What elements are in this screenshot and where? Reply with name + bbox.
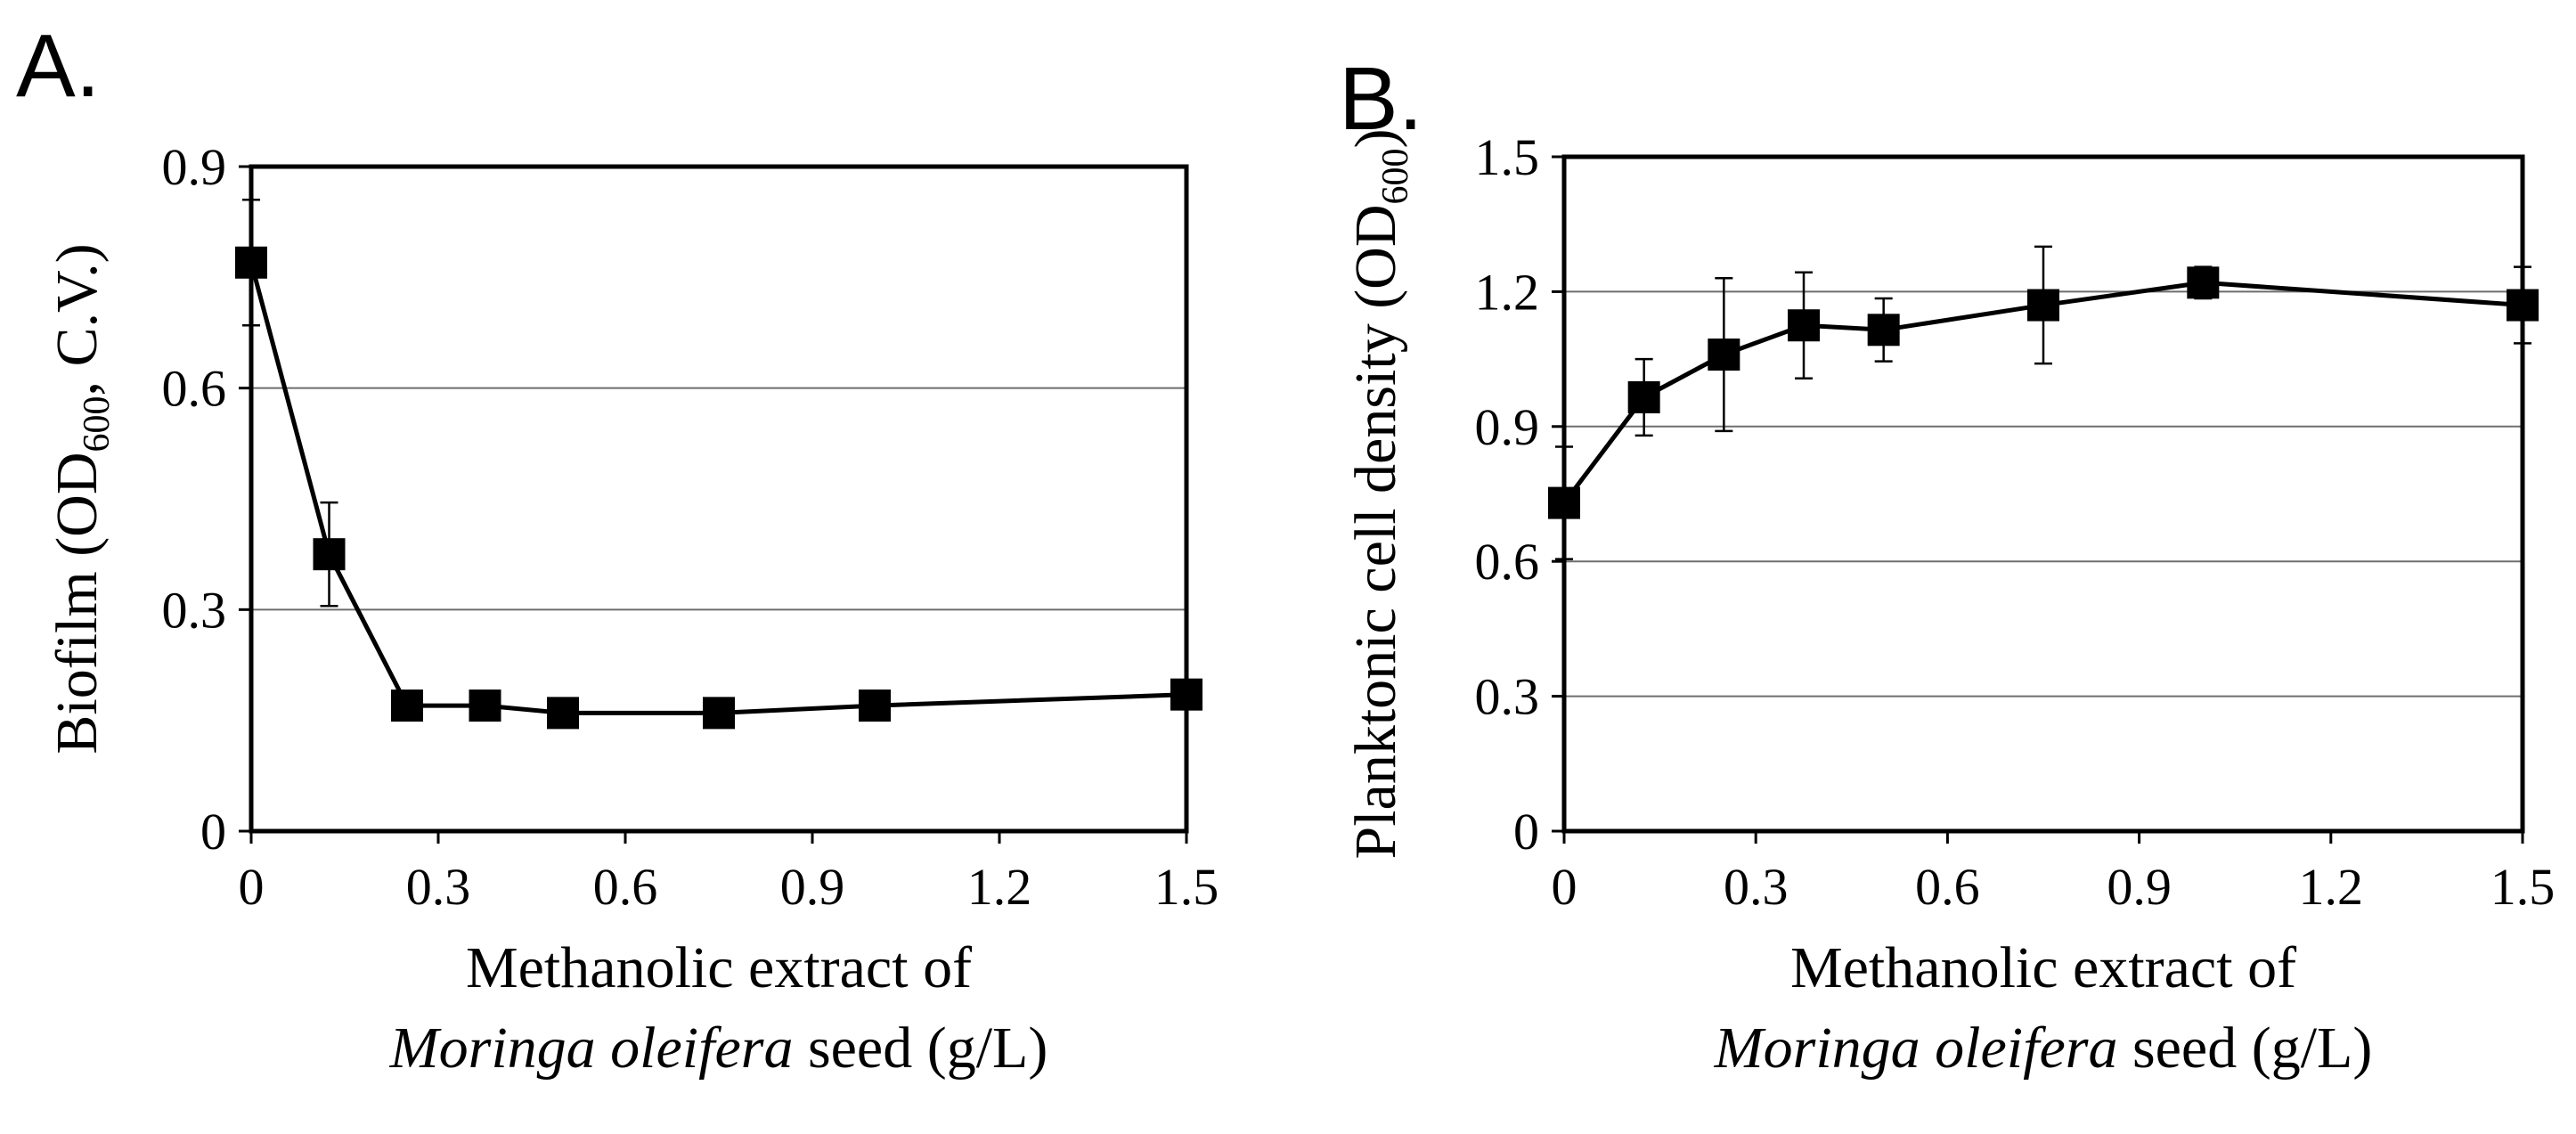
panel-a-x-tick-label: 0.6 (593, 858, 658, 916)
panel-a-data-point (547, 697, 579, 730)
panel-b-y-tick-label: 0.9 (1475, 398, 1540, 456)
panel-b-x-tick-label: 1.5 (2490, 858, 2556, 916)
panel-b-y-axis-title-subscript: 600 (1375, 148, 1416, 204)
panel-b-data-point (2027, 289, 2059, 322)
panel-a-x-tick-label: 1.2 (967, 858, 1032, 916)
panel-a-x-tick-label: 0.3 (406, 858, 471, 916)
panel-a-data-point (313, 538, 346, 571)
panel-b-x-tick-label: 1.2 (2299, 858, 2364, 916)
panel-a-x-axis-title-unit: seed (g/L) (793, 1016, 1048, 1081)
panel-a-y-tick-label: 0.9 (162, 138, 227, 196)
panel-b-data-point (2507, 289, 2539, 322)
panel-b-data-point (1548, 486, 1580, 519)
panel-a-y-axis-title-main: Biofilm (OD (45, 453, 110, 755)
panel-a-y-tick-label: 0.6 (162, 360, 227, 418)
panel-b-y-tick-label: 1.5 (1475, 128, 1540, 186)
panel-b-data-point (1627, 380, 1660, 413)
panel-b-x-tick-label: 0.9 (2107, 858, 2172, 916)
panel-a-data-point (391, 689, 423, 722)
panel-a-y-axis-title: Biofilm (OD600, C.V.) (45, 243, 118, 754)
panel-b-y-axis-title-tail: ) (1343, 128, 1408, 148)
panel-a-x-tick-label: 0 (239, 858, 265, 916)
panel-a-x-axis-title-line1: Methanolic extract of (466, 935, 972, 1000)
panel-b-y-tick-label: 1.2 (1475, 263, 1540, 321)
panel-a-letter: A. (16, 16, 100, 116)
panel-b-data-point (1708, 339, 1740, 371)
panel-a-series-line (249, 262, 1187, 715)
panel-a-data-point (1170, 678, 1202, 711)
panel-a-y-tick-label: 0.3 (162, 581, 227, 639)
panel-b-y-tick-label: 0.6 (1475, 533, 1540, 591)
panel-a: A. 0 0.3 0.6 0.9 0 0.3 0.6 0.9 1.2 1.5 Methanolic e… (16, 16, 1219, 1081)
panel-b-data-point (2187, 266, 2220, 299)
panel-a-plot-frame (249, 164, 1189, 834)
panel-b-y-tick-label: 0.3 (1475, 668, 1540, 726)
panel-b-letter: B. (1339, 49, 1423, 149)
panel-b-x-tick-label: 0.6 (1915, 858, 1980, 916)
panel-a-data-point (469, 689, 501, 722)
panel-a-y-axis-title-tail: , C.V.) (45, 243, 110, 396)
panel-b-x-tick-label: 0 (1552, 858, 1577, 916)
panel-a-data-point (703, 697, 735, 730)
panel-a-y-tick-label: 0 (200, 803, 226, 861)
panel-b-data-point (1788, 309, 1820, 342)
panel-a-y-axis-title-subscript: 600 (77, 396, 118, 453)
panel-a-data-point (859, 689, 891, 722)
panel-b-y-axis-title-main: Planktonic cell density (OD (1343, 204, 1408, 859)
panel-a-data-point (235, 246, 267, 279)
panel-b-x-axis-title-line2: Moringa oleifera seed (g/L) (1714, 1016, 2373, 1081)
panel-b-y-tick-label: 0 (1513, 803, 1539, 861)
panel-a-x-tick-label: 0.9 (780, 858, 845, 916)
panel-a-x-axis-title-line2: Moringa oleifera seed (g/L) (389, 1016, 1048, 1081)
panel-b-x-axis-title-line1: Methanolic extract of (1790, 935, 2296, 1000)
panel-a-x-axis-title-species: Moringa oleifera (389, 1016, 794, 1081)
panel-b: B. 0 0.3 0.6 0.9 1.2 1.5 0 0.3 0.6 0.9 1.2 1.5 Methan… (1339, 49, 2555, 1081)
panel-b-data-point (1867, 314, 1900, 347)
panel-b-x-tick-label: 0.3 (1724, 858, 1789, 916)
panel-b-y-axis-title: Planktonic cell density (OD600) (1343, 128, 1416, 859)
panel-b-x-axis-title-species: Moringa oleifera (1714, 1016, 2118, 1081)
panel-b-x-axis-title-unit: seed (g/L) (2117, 1016, 2372, 1081)
panel-a-x-tick-label: 1.5 (1154, 858, 1219, 916)
